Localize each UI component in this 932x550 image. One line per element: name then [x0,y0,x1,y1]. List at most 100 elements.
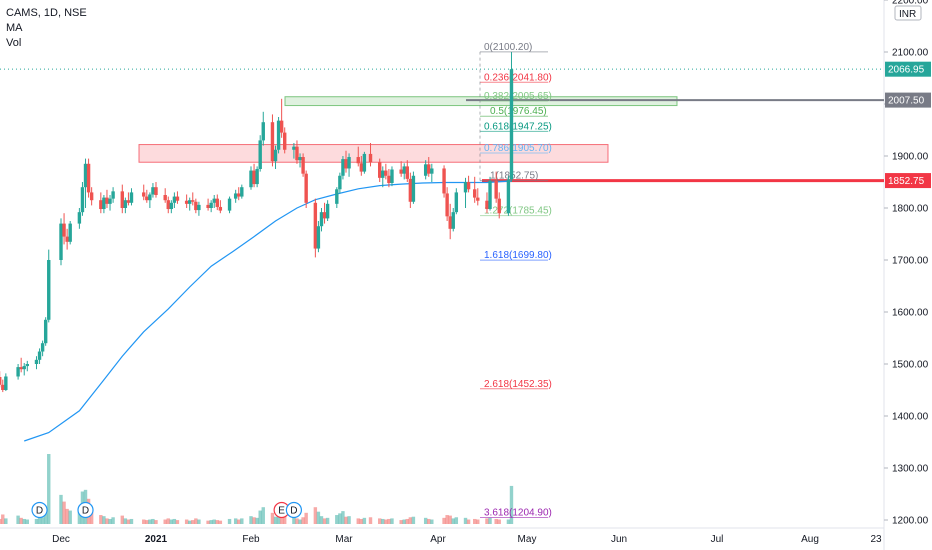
fib-label: 1(1852.75) [490,171,538,182]
candle-body [261,122,265,141]
volume-bar [402,519,406,524]
candle [384,163,388,180]
candle-body [99,200,103,210]
volume-bar [359,518,364,524]
candle-body [151,187,155,195]
candle [191,192,195,206]
volume-bar [1,514,5,524]
candle-body [194,201,198,211]
indicator-ma-label[interactable]: MA [6,22,23,34]
candle [169,200,174,214]
candle [120,184,124,214]
candle [102,195,106,214]
candle-body [37,351,42,360]
candle-body [454,192,459,213]
candle-body [335,189,339,204]
candle-body [172,196,177,203]
candle-body [313,202,318,249]
candle-body [258,140,262,169]
y-tick-label: 1600.00 [892,308,929,319]
y-tick-label: 1900.00 [892,152,929,163]
candle [99,192,103,214]
event-marker-circle [31,501,48,519]
volume-bar [191,520,195,524]
volume-bar [163,519,167,524]
candle [292,143,296,159]
volume-bar [47,454,51,524]
candle-body [65,236,69,242]
candle-body [473,189,477,198]
volume-bar [442,517,446,524]
event-marker[interactable]: D [77,501,94,519]
volume-bar [22,518,26,524]
volume-bar [37,516,42,524]
volume-bar [0,518,2,524]
candle [22,362,26,376]
currency-label: INR [899,9,916,20]
candle [237,187,241,201]
candle [154,182,158,198]
y-tick-label: 1700.00 [892,256,929,267]
candle [89,187,94,206]
candle [466,175,471,193]
fib-label: 2.618(1452.35) [484,379,552,390]
candle [485,192,489,214]
candle-body [506,179,511,214]
candle-body [316,226,321,249]
candle [276,117,281,154]
candle [43,317,48,346]
candle-body [494,180,498,199]
volume-bar [142,519,146,524]
candle [68,221,72,245]
candle-body [408,178,413,202]
volume-bar [166,518,170,524]
volume-bar [215,520,219,524]
candle [197,201,201,216]
candle-body [430,168,434,174]
candle-body [80,187,85,213]
candle [175,191,180,204]
y-tick-label: 1500.00 [892,360,929,371]
candle [108,195,112,211]
volume-bar [430,519,434,524]
candle-body [240,187,244,197]
candle-body [322,212,327,219]
volume-bar [172,518,177,524]
candle-body [405,166,409,179]
candle-body [126,200,131,203]
candle-body [86,163,91,193]
candle [509,52,514,182]
candle [442,165,446,198]
volume-bar [454,517,459,524]
x-tick-label: 2021 [145,534,168,545]
candle-body [509,69,514,180]
volume-bar [445,515,449,524]
candle [145,189,149,203]
candle [255,166,259,188]
volume-bar [509,485,514,524]
y-tick-label: 1200.00 [892,516,929,527]
candle [295,140,299,164]
event-marker-label: E [278,506,285,517]
candle [172,192,177,208]
candle [399,161,403,177]
candle [430,163,434,182]
candle [451,208,455,232]
candle [34,356,39,370]
event-marker[interactable]: D [285,501,303,519]
indicator-vol-label[interactable]: Vol [6,37,22,49]
candle [362,151,367,174]
symbol-title[interactable]: CAMS, 1D, NSE [6,7,87,19]
volume-bar [16,515,20,524]
event-marker[interactable]: D [31,501,48,519]
volume-bar [255,517,259,524]
volume-bar [77,509,82,524]
candle [240,184,244,199]
x-tick-label: 23 [870,534,882,545]
volume-bar [411,516,416,524]
candle [126,192,131,206]
volume-bar [390,518,394,524]
volume-bar [399,520,403,524]
